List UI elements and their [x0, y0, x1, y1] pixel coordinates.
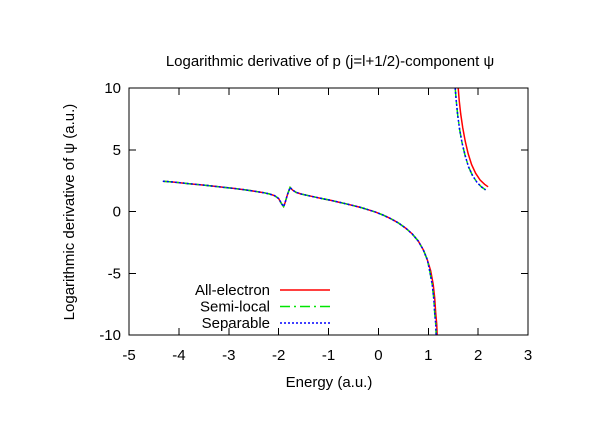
y-tick-label: -10	[99, 327, 121, 344]
series-separable	[454, 87, 487, 191]
x-tick-label: -4	[172, 347, 185, 364]
legend-label-semi-local: Semi-local	[200, 299, 270, 316]
legend-label-all-electron: All-electron	[195, 282, 270, 299]
x-tick-label: 0	[374, 347, 382, 364]
legend-label-separable: Separable	[202, 315, 270, 332]
x-tick-label: 2	[474, 347, 482, 364]
x-axis-label: Energy (a.u.)	[286, 374, 373, 391]
y-tick-label: 10	[104, 80, 121, 97]
x-tick-label: 1	[424, 347, 432, 364]
x-tick-label: -2	[272, 347, 285, 364]
chart-title: Logarithmic derivative of p (j=l+1/2)-co…	[166, 53, 494, 70]
series-all-electron	[457, 87, 489, 188]
x-tick-label: -1	[322, 347, 335, 364]
y-tick-label: 0	[113, 204, 121, 221]
plot-series	[162, 87, 489, 335]
x-tick-label: -3	[222, 347, 235, 364]
plot-border	[128, 87, 529, 336]
y-tick-label: -5	[108, 265, 121, 282]
x-tick-label: -5	[122, 347, 135, 364]
y-tick-label: 5	[113, 142, 121, 159]
y-axis-label: Logarithmic derivative of ψ (a.u.)	[61, 104, 78, 321]
series-semi-local	[162, 180, 437, 335]
x-tick-label: 3	[524, 347, 532, 364]
